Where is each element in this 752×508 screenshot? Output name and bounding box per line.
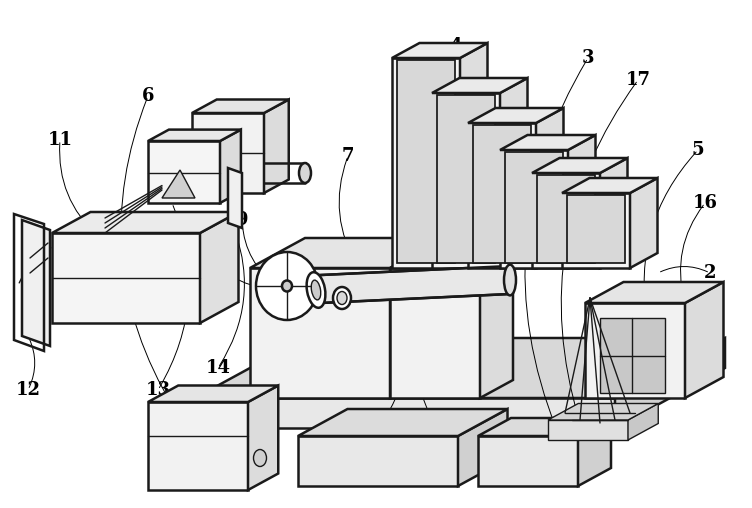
- Polygon shape: [200, 212, 238, 323]
- Text: 3: 3: [582, 49, 594, 67]
- Text: 14: 14: [205, 359, 231, 377]
- Ellipse shape: [253, 450, 266, 466]
- Text: 8: 8: [241, 151, 254, 169]
- Polygon shape: [562, 178, 657, 193]
- Text: 7: 7: [341, 147, 354, 165]
- Ellipse shape: [256, 252, 318, 320]
- Polygon shape: [148, 402, 248, 490]
- Ellipse shape: [294, 275, 306, 305]
- Polygon shape: [22, 220, 50, 346]
- Text: 9: 9: [235, 211, 248, 229]
- Ellipse shape: [282, 280, 292, 292]
- Polygon shape: [392, 43, 487, 58]
- Text: 1: 1: [692, 351, 705, 369]
- Text: 15: 15: [335, 457, 360, 475]
- Text: 2: 2: [704, 264, 716, 282]
- Text: 16: 16: [693, 194, 717, 212]
- Polygon shape: [548, 403, 658, 420]
- Polygon shape: [480, 250, 513, 398]
- Polygon shape: [300, 266, 510, 304]
- Polygon shape: [478, 418, 611, 436]
- Polygon shape: [615, 338, 725, 428]
- Polygon shape: [437, 95, 495, 263]
- Polygon shape: [162, 170, 195, 198]
- Polygon shape: [567, 195, 625, 263]
- Polygon shape: [537, 175, 595, 263]
- Polygon shape: [468, 108, 563, 123]
- Polygon shape: [397, 60, 455, 263]
- Polygon shape: [390, 268, 480, 398]
- Text: 5: 5: [692, 141, 705, 159]
- Polygon shape: [630, 178, 657, 268]
- Polygon shape: [392, 58, 460, 268]
- Polygon shape: [578, 418, 611, 486]
- Ellipse shape: [337, 292, 347, 304]
- Polygon shape: [585, 303, 685, 398]
- Ellipse shape: [299, 163, 311, 183]
- Ellipse shape: [311, 280, 321, 300]
- Ellipse shape: [504, 265, 516, 295]
- Polygon shape: [192, 113, 264, 193]
- Polygon shape: [52, 233, 200, 323]
- Polygon shape: [685, 282, 723, 398]
- Polygon shape: [192, 100, 289, 113]
- Polygon shape: [532, 158, 627, 173]
- Text: 13: 13: [145, 381, 171, 399]
- Polygon shape: [432, 78, 527, 93]
- Polygon shape: [390, 238, 445, 398]
- Polygon shape: [195, 338, 725, 398]
- Polygon shape: [600, 318, 665, 393]
- Polygon shape: [536, 108, 563, 268]
- Polygon shape: [532, 173, 600, 268]
- Polygon shape: [390, 250, 513, 268]
- Polygon shape: [500, 78, 527, 268]
- Polygon shape: [432, 93, 500, 268]
- Polygon shape: [148, 130, 241, 141]
- Polygon shape: [500, 150, 568, 268]
- Polygon shape: [298, 436, 458, 486]
- Text: 6: 6: [141, 87, 154, 105]
- Polygon shape: [460, 43, 487, 268]
- Polygon shape: [264, 100, 289, 193]
- Polygon shape: [568, 135, 596, 268]
- Polygon shape: [585, 282, 723, 303]
- Polygon shape: [250, 268, 390, 398]
- Polygon shape: [228, 168, 242, 228]
- Polygon shape: [220, 130, 241, 203]
- Polygon shape: [298, 409, 508, 436]
- Text: 17: 17: [626, 71, 650, 89]
- Text: 12: 12: [16, 381, 41, 399]
- Polygon shape: [478, 436, 578, 486]
- Polygon shape: [148, 141, 220, 203]
- Polygon shape: [628, 403, 658, 440]
- Polygon shape: [148, 386, 278, 402]
- Polygon shape: [505, 152, 563, 263]
- Text: 11: 11: [47, 131, 72, 149]
- Polygon shape: [548, 420, 628, 440]
- Polygon shape: [458, 409, 508, 486]
- Polygon shape: [562, 193, 630, 268]
- Polygon shape: [468, 123, 536, 268]
- Polygon shape: [195, 398, 615, 428]
- Ellipse shape: [307, 272, 326, 308]
- Text: 10: 10: [162, 214, 187, 232]
- Ellipse shape: [333, 287, 351, 309]
- Text: 4: 4: [449, 37, 461, 55]
- Polygon shape: [473, 125, 531, 263]
- Polygon shape: [52, 212, 238, 233]
- Polygon shape: [600, 158, 627, 268]
- Polygon shape: [248, 386, 278, 490]
- Polygon shape: [500, 135, 596, 150]
- Polygon shape: [250, 238, 445, 268]
